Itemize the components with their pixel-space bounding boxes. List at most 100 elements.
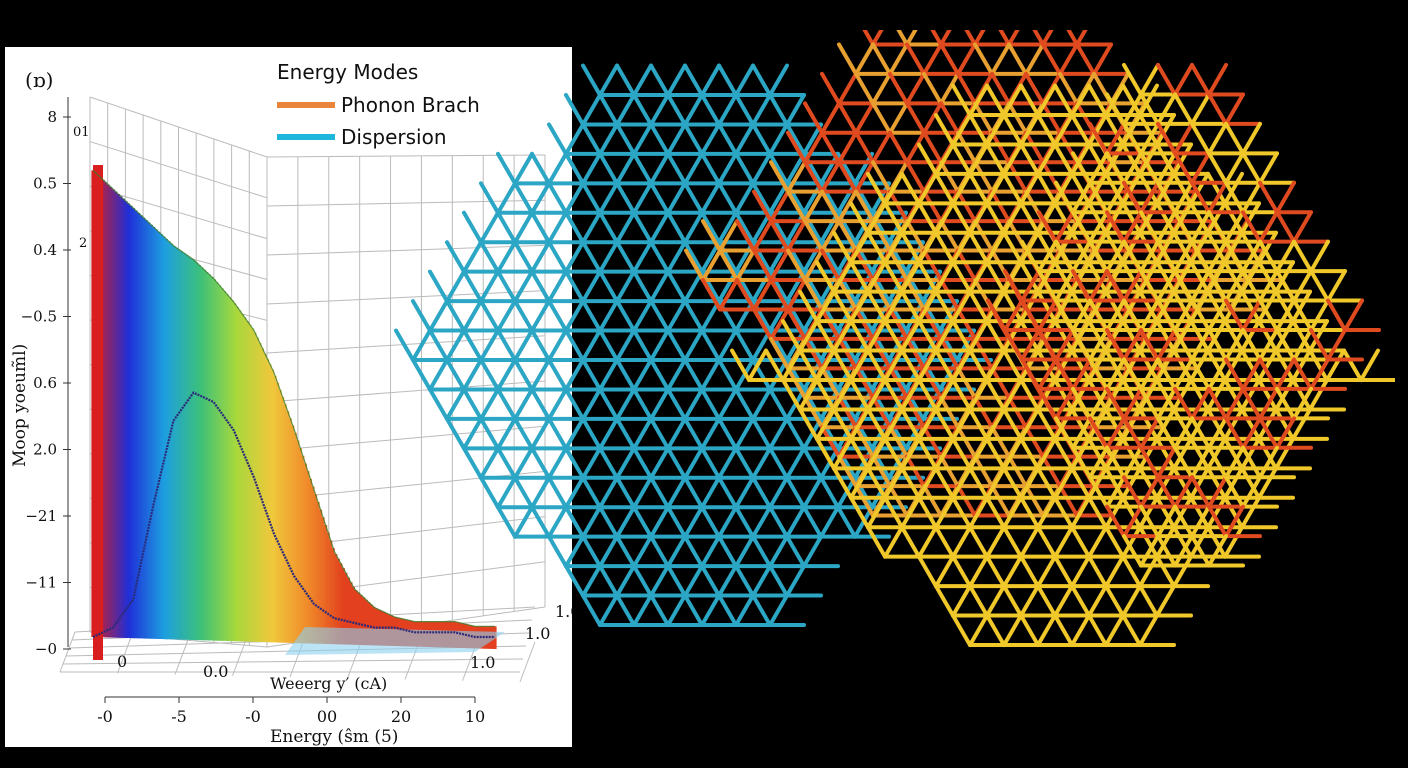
lattice-strut <box>734 210 755 245</box>
lattice-strut <box>1054 180 1075 215</box>
lattice-strut <box>1036 378 1057 412</box>
lattice-strut <box>564 328 585 362</box>
lattice-strut <box>615 358 636 392</box>
lattice-strut <box>837 130 858 165</box>
lattice-strut <box>985 554 1006 589</box>
lattice-strut <box>734 564 755 598</box>
lattice-strut <box>968 613 989 647</box>
lattice-strut <box>1019 201 1040 235</box>
lattice-strut <box>1190 328 1211 362</box>
lattice-strut <box>1156 386 1177 421</box>
lattice-strut <box>871 42 892 76</box>
back-tick-label: 01 <box>73 125 90 140</box>
lattice-strut <box>1087 83 1108 118</box>
lattice-strut <box>666 299 687 333</box>
lattice-strut <box>939 219 960 253</box>
grid-line <box>266 425 546 452</box>
lattice-strut <box>1087 584 1108 618</box>
lattice-strut <box>951 171 972 206</box>
lattice-strut <box>1224 328 1245 362</box>
lattice-strut <box>700 416 721 451</box>
lattice-strut <box>649 358 670 392</box>
lattice-right-cluster <box>986 63 1381 568</box>
lattice-strut <box>1241 210 1262 244</box>
lattice-strut <box>786 160 807 194</box>
lattice-strut <box>985 584 1006 618</box>
lattice-strut <box>1037 210 1058 244</box>
lattice-strut <box>479 387 500 421</box>
lattice-strut <box>1138 584 1159 618</box>
lattice-strut <box>1121 289 1142 324</box>
lattice-strut <box>905 30 918 47</box>
lattice-strut <box>1206 525 1227 559</box>
lattice-strut <box>786 307 807 341</box>
lattice-strut <box>666 593 687 627</box>
lattice-strut <box>866 201 887 235</box>
lattice-strut <box>700 63 721 98</box>
lattice-strut <box>1105 504 1126 539</box>
lattice-strut <box>815 378 836 412</box>
lattice-strut <box>1189 260 1210 294</box>
lattice-strut <box>1087 348 1108 382</box>
lattice-strut <box>1036 407 1057 441</box>
lattice-strut <box>513 181 534 215</box>
lattice-strut <box>547 387 568 421</box>
lattice-strut <box>1070 378 1091 412</box>
lattice-strut <box>934 289 955 324</box>
lattice-strut <box>900 436 921 471</box>
lattice-strut <box>1241 357 1262 391</box>
lattice-strut <box>700 181 721 215</box>
lattice-strut <box>496 505 517 539</box>
lattice-strut <box>1036 83 1057 118</box>
lattice-strut <box>649 387 670 421</box>
lattice-strut <box>1173 416 1194 450</box>
lattice-strut <box>900 495 921 530</box>
lattice-strut <box>1223 407 1244 441</box>
lattice-strut <box>1207 92 1228 126</box>
lattice-strut <box>1088 210 1109 244</box>
lattice-strut <box>905 160 926 194</box>
lattice-strut <box>1139 475 1160 509</box>
lattice-strut <box>1019 525 1040 559</box>
lattice-strut <box>1007 30 1020 47</box>
lattice-strut <box>985 348 1006 382</box>
bottom-tick-label: -0 <box>245 707 261 726</box>
lattice-strut <box>934 554 955 589</box>
lattice-strut <box>939 71 960 106</box>
lattice-strut <box>1071 416 1092 450</box>
lattice-strut <box>734 505 755 539</box>
lattice-strut <box>1053 142 1074 176</box>
lattice-strut <box>1309 298 1330 332</box>
lattice-strut <box>1036 584 1057 618</box>
lattice-strut <box>951 113 972 147</box>
lattice-strut <box>803 101 824 135</box>
lattice-strut <box>1172 378 1193 412</box>
lattice-strut <box>854 248 875 282</box>
lattice-strut <box>1020 328 1041 362</box>
lattice-strut <box>905 454 926 489</box>
lattice-strut <box>1054 239 1075 274</box>
lattice-strut <box>1223 466 1244 500</box>
lattice-strut <box>939 30 952 47</box>
lattice-strut <box>1036 554 1057 589</box>
lattice-strut <box>649 564 670 598</box>
lattice-strut <box>939 454 960 489</box>
lattice-strut <box>1122 180 1143 215</box>
lattice-strut <box>768 93 789 127</box>
lattice-strut <box>1309 269 1330 303</box>
lattice-strut <box>1122 357 1143 391</box>
lattice-strut <box>1139 357 1160 391</box>
lattice-strut <box>751 151 772 186</box>
lattice-strut <box>1071 357 1092 391</box>
lattice-strut <box>581 475 602 510</box>
lattice-strut <box>632 122 653 156</box>
lattice-strut <box>985 260 1006 294</box>
lattice-strut <box>752 189 773 224</box>
lattice-strut <box>1206 466 1227 500</box>
lattice-strut <box>1138 407 1159 441</box>
lattice-strut <box>985 407 1006 441</box>
lattice-strut <box>866 525 887 559</box>
lattice-strut <box>1206 436 1227 471</box>
lattice-strut <box>1258 298 1279 332</box>
lattice-strut <box>1139 92 1160 126</box>
